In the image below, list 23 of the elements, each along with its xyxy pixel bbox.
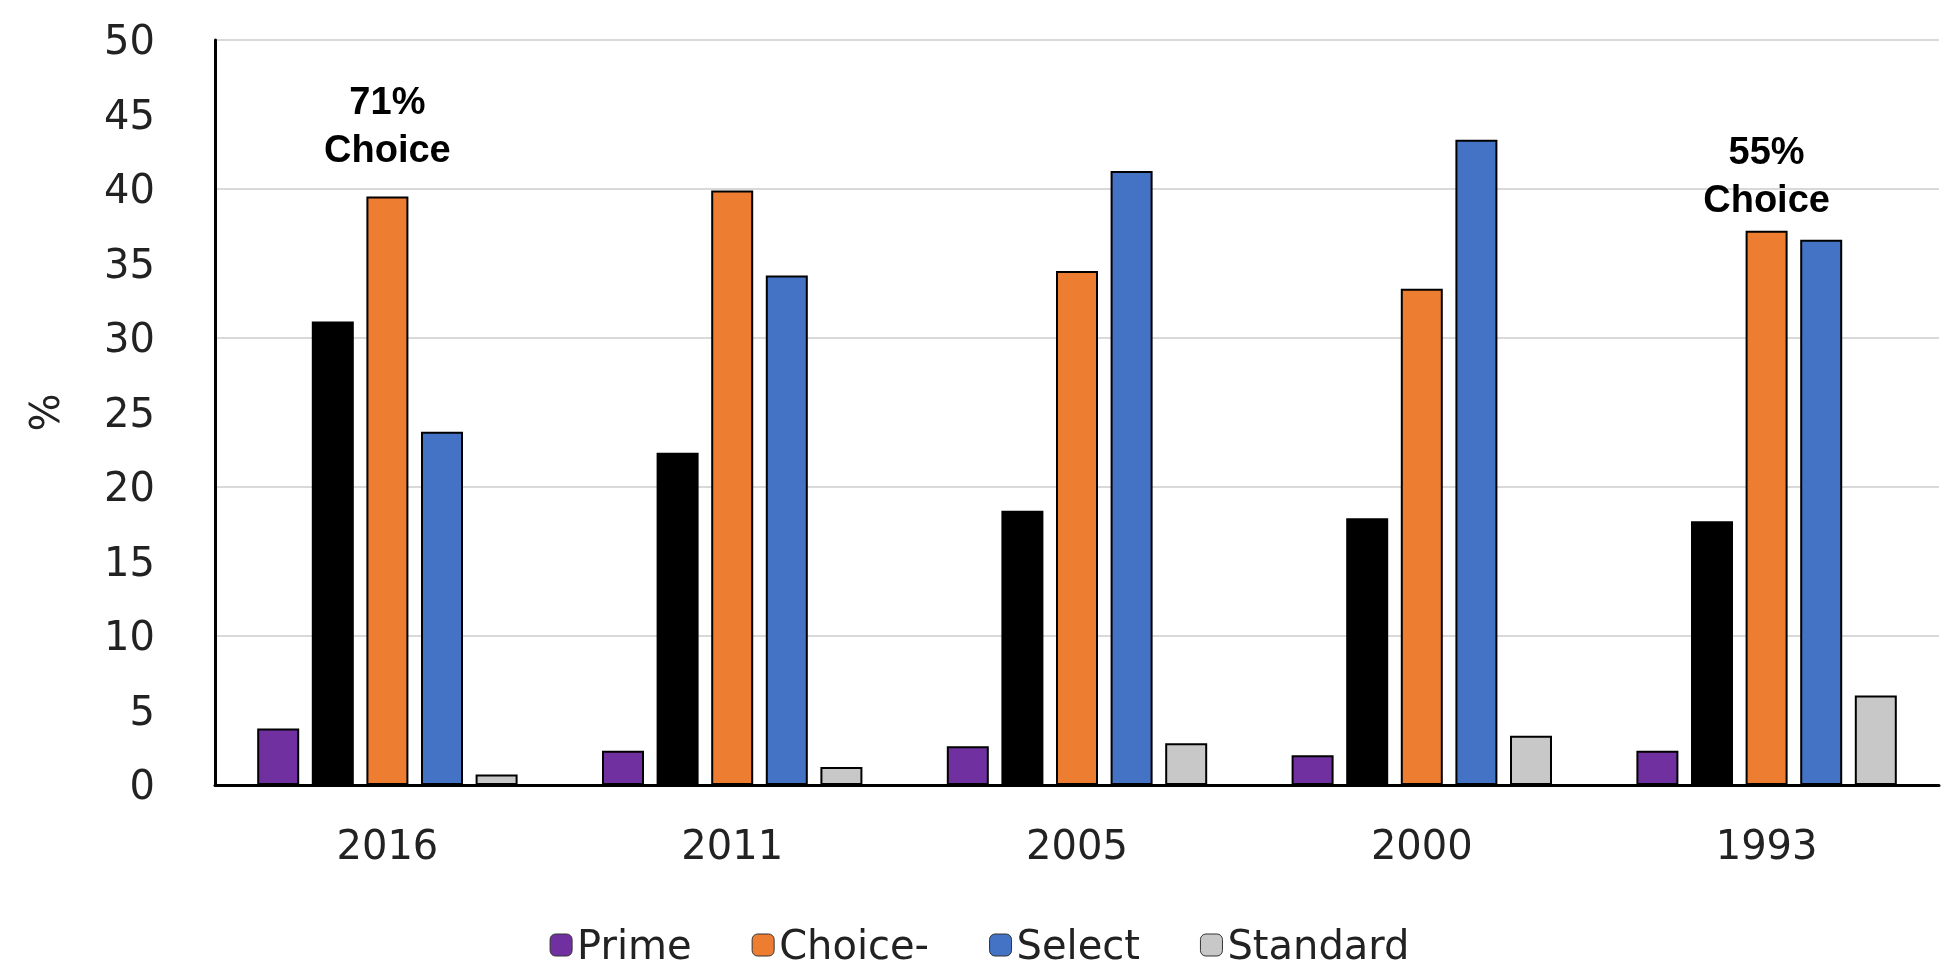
y-tick-label: 10 — [104, 613, 155, 659]
x-tick-label: 2005 — [1026, 822, 1128, 868]
y-tick-label: 35 — [104, 240, 155, 287]
y-tick-label: 20 — [104, 464, 155, 510]
x-tick-label: 2016 — [336, 822, 439, 868]
legend-label: Select — [1016, 922, 1140, 968]
legend-label: Prime — [577, 922, 692, 968]
y-tick-label: 45 — [104, 91, 155, 138]
y-tick-label: 40 — [104, 166, 155, 212]
y-tick-label: 15 — [104, 538, 155, 585]
y-tick-label: 5 — [129, 687, 155, 734]
y-tick-label: 50 — [104, 17, 155, 63]
y-axis-title: % — [22, 393, 68, 432]
x-tick-label: 2000 — [1370, 822, 1473, 868]
legend-label: Standard — [1227, 922, 1410, 968]
x-tick-label: 1993 — [1715, 822, 1818, 868]
annotation: 55% Choice — [1703, 130, 1830, 220]
y-tick-label: 25 — [104, 389, 155, 436]
x-tick-label: 2011 — [681, 822, 784, 868]
legend-label: Choice- — [779, 922, 930, 968]
y-tick-label: 0 — [129, 762, 155, 808]
y-tick-label: 30 — [104, 315, 155, 361]
annotation: 71% Choice — [324, 80, 451, 170]
